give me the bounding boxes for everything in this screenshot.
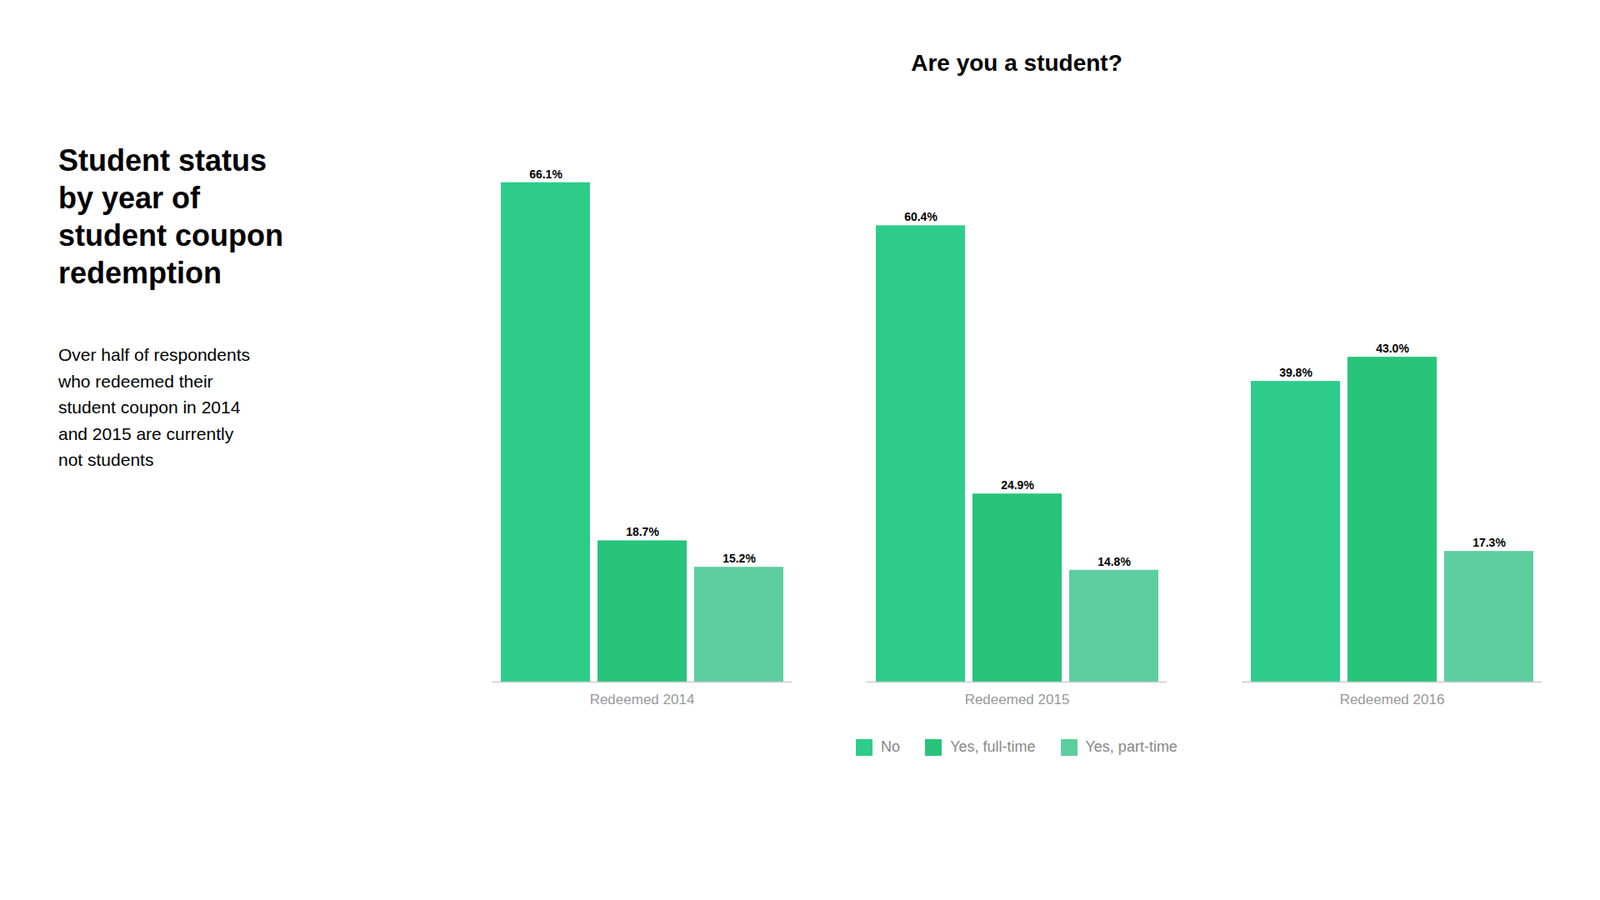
svg-text:60.4%: 60.4% xyxy=(904,210,938,224)
svg-text:Redeemed 2016: Redeemed 2016 xyxy=(1340,691,1445,708)
svg-text:15.2%: 15.2% xyxy=(722,551,756,565)
svg-text:Redeemed 2014: Redeemed 2014 xyxy=(590,691,695,708)
svg-text:66.1%: 66.1% xyxy=(529,167,563,181)
svg-text:43.0%: 43.0% xyxy=(1375,341,1410,355)
html-text:Are you a student?: Are you a student? xyxy=(911,50,1123,76)
svg-text:39.8%: 39.8% xyxy=(1279,365,1313,380)
svg-text:24.9%: 24.9% xyxy=(1000,478,1035,492)
html-text:No: No xyxy=(880,738,901,755)
html-text:Over half of respondents who r: Over half of respondents who redeemed th… xyxy=(58,345,250,470)
svg-text:Redeemed 2015: Redeemed 2015 xyxy=(965,691,1070,708)
svg-text:14.8%: 14.8% xyxy=(1097,555,1131,569)
html-text:Student status by year of stud: Student status by year of student coupon… xyxy=(58,143,284,290)
svg-text:18.7%: 18.7% xyxy=(625,525,660,539)
html-text:Yes, part-time: Yes, part-time xyxy=(1085,738,1178,755)
html-text:Yes, full-time: Yes, full-time xyxy=(950,738,1036,755)
svg-text:17.3%: 17.3% xyxy=(1472,535,1506,550)
